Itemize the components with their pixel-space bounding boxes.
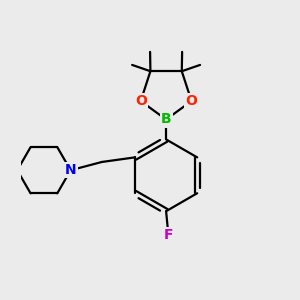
Text: O: O [185, 94, 197, 108]
Text: O: O [135, 94, 147, 108]
Text: F: F [164, 228, 173, 242]
Text: B: B [161, 112, 171, 127]
Text: N: N [65, 163, 76, 177]
